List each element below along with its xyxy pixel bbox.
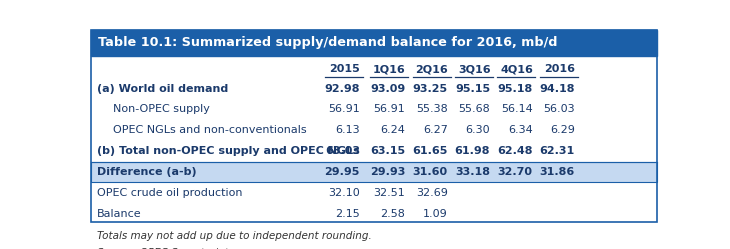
Text: 93.09: 93.09 [370,84,405,94]
Text: 2.15: 2.15 [335,209,360,219]
Text: 62.48: 62.48 [497,146,533,156]
Text: 32.69: 32.69 [416,188,447,198]
Text: 56.03: 56.03 [543,104,575,115]
Text: 1Q16: 1Q16 [373,64,406,74]
Text: 2.58: 2.58 [380,209,405,219]
Text: Table 10.1: Summarized supply/demand balance for 2016, mb/d: Table 10.1: Summarized supply/demand bal… [98,36,558,49]
Text: 33.18: 33.18 [455,167,490,177]
Text: 32.10: 32.10 [328,188,360,198]
Text: 3Q16: 3Q16 [458,64,491,74]
Text: OPEC crude oil production: OPEC crude oil production [97,188,242,198]
Text: 63.15: 63.15 [370,146,405,156]
Text: OPEC NGLs and non-conventionals: OPEC NGLs and non-conventionals [112,125,307,135]
Text: 6.30: 6.30 [466,125,490,135]
Text: 63.03: 63.03 [325,146,360,156]
Text: 95.18: 95.18 [497,84,533,94]
Text: 55.38: 55.38 [416,104,447,115]
Text: 29.95: 29.95 [325,167,360,177]
Text: (a) World oil demand: (a) World oil demand [97,84,228,94]
Text: 32.51: 32.51 [374,188,405,198]
Text: Totals may not add up due to independent rounding.: Totals may not add up due to independent… [97,231,372,241]
FancyBboxPatch shape [91,30,657,56]
Text: 92.98: 92.98 [324,84,360,94]
Text: 55.68: 55.68 [458,104,490,115]
Text: Difference (a-b): Difference (a-b) [97,167,196,177]
Text: 6.24: 6.24 [380,125,405,135]
Text: Source: OPEC Secretariat.: Source: OPEC Secretariat. [97,248,232,249]
Text: 31.86: 31.86 [539,167,575,177]
Text: (b) Total non-OPEC supply and OPEC NGLs: (b) Total non-OPEC supply and OPEC NGLs [97,146,360,156]
Text: Non-OPEC supply: Non-OPEC supply [112,104,210,115]
Text: 2015: 2015 [328,64,359,74]
Text: 32.70: 32.70 [498,167,533,177]
Text: 56.14: 56.14 [501,104,533,115]
Text: 61.98: 61.98 [455,146,490,156]
Text: 93.25: 93.25 [412,84,447,94]
Text: 31.60: 31.60 [412,167,447,177]
Text: 1.09: 1.09 [423,209,447,219]
Text: 2Q16: 2Q16 [415,64,448,74]
Text: 61.65: 61.65 [412,146,447,156]
Text: 29.93: 29.93 [370,167,405,177]
Text: 6.29: 6.29 [550,125,575,135]
Text: 6.27: 6.27 [423,125,447,135]
Text: 6.13: 6.13 [335,125,360,135]
Text: 6.34: 6.34 [508,125,533,135]
Text: 2016: 2016 [544,64,575,74]
Text: 4Q16: 4Q16 [500,64,533,74]
FancyBboxPatch shape [91,162,657,182]
Text: 94.18: 94.18 [539,84,575,94]
Text: 62.31: 62.31 [539,146,575,156]
Text: Balance: Balance [97,209,142,219]
Text: 95.15: 95.15 [455,84,490,94]
Text: 56.91: 56.91 [374,104,405,115]
Text: 56.91: 56.91 [328,104,360,115]
